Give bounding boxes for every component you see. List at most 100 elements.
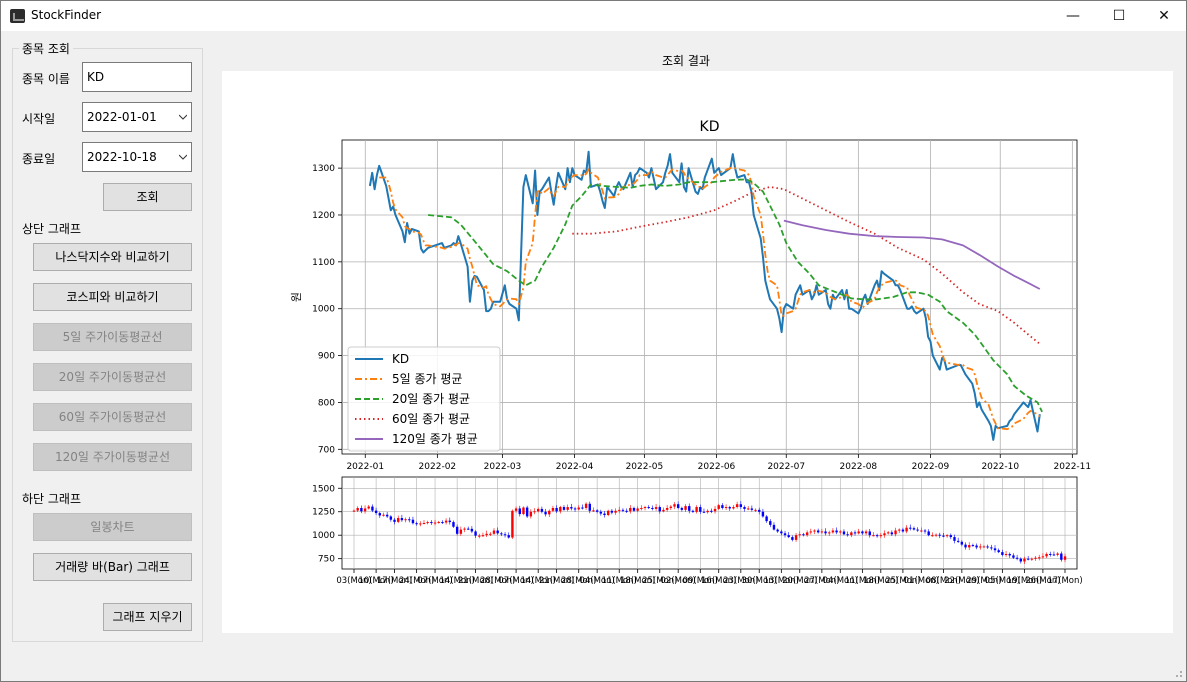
candle-body (559, 507, 562, 512)
ma5-button[interactable]: 5일 주가이동평균선 (33, 323, 192, 351)
candle-body (846, 534, 849, 536)
candle-body (1038, 557, 1041, 559)
candle-body (1049, 553, 1052, 555)
minimize-button[interactable]: — (1066, 8, 1080, 24)
candle-body (857, 531, 860, 534)
end-date-combo[interactable]: 2022-10-18 (82, 142, 192, 172)
x-tick-label: 2022-07 (767, 462, 805, 472)
candle-body (1001, 552, 1004, 555)
candle-body (938, 534, 941, 536)
candle-body (971, 545, 975, 547)
candle-body (761, 511, 765, 517)
candle-body (968, 545, 971, 548)
volume-bar-button[interactable]: 거래량 바(Bar) 그래프 (33, 553, 192, 581)
candle-x-tick-label: 07(Mon) (417, 576, 452, 586)
candle-x-tick-label: 17(Mon) (1047, 576, 1082, 586)
search-groupbox (12, 48, 203, 642)
candle-body (886, 532, 890, 534)
candle-body (706, 510, 709, 513)
candle-body (1030, 558, 1034, 560)
y-tick-label: 800 (318, 398, 335, 408)
bottom-graph-label: 하단 그래프 (22, 492, 82, 506)
candle-body (702, 511, 706, 513)
candle-body (953, 537, 956, 541)
ma20-button[interactable]: 20일 주가이동평균선 (33, 363, 192, 391)
chevron-down-icon (179, 114, 187, 120)
candle-body (621, 509, 625, 511)
compare-nasdaq-button[interactable]: 나스닥지수와 비교하기 (33, 243, 192, 271)
candle-body (614, 510, 617, 513)
candle-body (920, 530, 923, 532)
candle-body (673, 504, 676, 507)
candle-body (426, 522, 429, 524)
candle-body (1056, 553, 1059, 555)
candle-body (382, 514, 385, 516)
candle-body (872, 535, 875, 537)
candle-body (739, 504, 743, 508)
result-title: 조회 결과 (662, 54, 710, 68)
candle-body (805, 532, 809, 536)
candle-y-tick-label: 750 (318, 555, 335, 565)
candle-x-tick-label: 14(Mon) (521, 576, 556, 586)
candle-body (606, 510, 610, 516)
y-tick-label: 1200 (312, 211, 335, 221)
candle-body (525, 507, 529, 517)
search-button[interactable]: 조회 (103, 183, 192, 211)
candle-body (684, 506, 687, 510)
series-line-0 (368, 150, 1041, 441)
legend-box (347, 346, 501, 452)
ma120-button[interactable]: 120일 주가이동평균선 (33, 443, 192, 471)
candle-body (397, 518, 400, 522)
x-tick-label: 2022-10 (981, 462, 1019, 472)
series-line-4 (783, 219, 1041, 290)
start-date-label: 시작일 (22, 112, 56, 126)
candle-x-tick-label: 08(Mon) (926, 576, 961, 586)
candle-body (979, 546, 982, 548)
candle-body (960, 541, 964, 545)
candle-body (901, 529, 905, 532)
candle-x-tick-label: 21(Mon) (458, 576, 493, 586)
candle-body (500, 533, 503, 535)
title-bar[interactable]: StockFinder — ☐ ✕ (1, 1, 1186, 31)
candle-body (820, 531, 824, 533)
candle-body (776, 529, 779, 532)
candle-x-tick-label: 21(Mon) (539, 576, 574, 586)
candle-body (699, 507, 702, 512)
y-tick-label: 700 (318, 445, 335, 455)
candle-body (735, 504, 739, 508)
candle-body (842, 531, 846, 535)
candle-body (721, 505, 724, 508)
candle-body (651, 507, 654, 509)
name-input[interactable]: KD (82, 62, 192, 92)
candle-body (489, 533, 492, 535)
candle-x-tick-label: 16(Mon) (701, 576, 736, 586)
candle-x-tick-label: 11(Mon) (845, 576, 880, 586)
candle-body (750, 508, 754, 510)
candle-body (1023, 558, 1026, 562)
candle-body (518, 508, 521, 515)
candle-body (1004, 553, 1008, 555)
compare-kospi-button[interactable]: 코스피와 비교하기 (33, 283, 192, 311)
candle-x-tick-label: 20(Mon) (782, 576, 817, 586)
resize-grip-icon[interactable] (1173, 668, 1183, 678)
candle-body (400, 518, 404, 521)
candle-x-tick-label: 04(Mon) (823, 576, 858, 586)
candle-body (1019, 558, 1022, 562)
candle-body (853, 532, 857, 534)
candle-body (374, 510, 378, 514)
group-title: 종목 조회 (19, 40, 73, 57)
candle-body (732, 507, 735, 509)
candle-body (408, 519, 411, 521)
candle-body (588, 503, 591, 511)
ma60-button[interactable]: 60일 주가이동평균선 (33, 403, 192, 431)
candle-x-tick-label: 25(Mon) (885, 576, 920, 586)
clear-graph-button[interactable]: 그래프 지우기 (103, 603, 192, 631)
candle-x-tick-label: 10(Mon) (358, 576, 393, 586)
maximize-button[interactable]: ☐ (1112, 8, 1126, 24)
candle-body (478, 535, 481, 537)
candle-body (728, 507, 731, 509)
candlestick-button[interactable]: 일봉차트 (33, 513, 192, 541)
start-date-combo[interactable]: 2022-01-01 (82, 102, 192, 132)
close-button[interactable]: ✕ (1158, 8, 1170, 24)
candle-x-tick-label: 22(Mon) (944, 576, 979, 586)
